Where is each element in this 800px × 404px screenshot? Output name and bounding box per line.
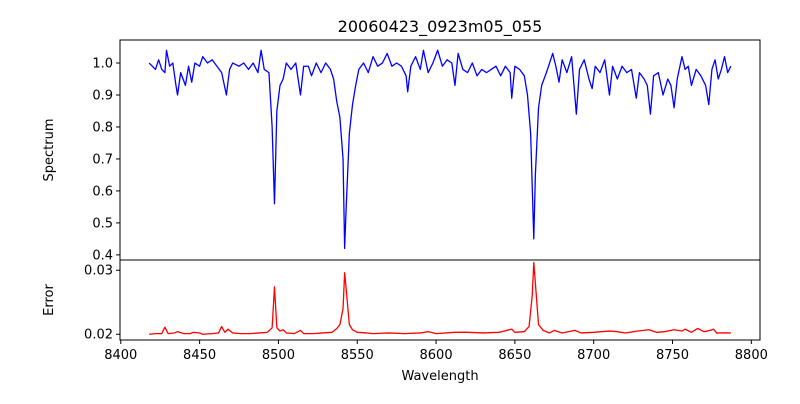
x-tick-label: 8750	[656, 348, 689, 363]
error-y-tick-label: 0.03	[84, 264, 113, 279]
spectrum-y-tick-label: 0.4	[92, 248, 113, 263]
x-tick-label: 8700	[577, 348, 610, 363]
error-y-label: Error	[42, 284, 57, 316]
spectrum-y-tick-label: 0.7	[92, 152, 113, 167]
spectrum-y-label: Spectrum	[42, 119, 57, 182]
error-y-tick-label: 0.02	[84, 328, 113, 343]
x-tick-label: 8450	[183, 348, 216, 363]
x-tick-label: 8500	[262, 348, 295, 363]
spectrum-y-tick-label: 0.8	[92, 120, 113, 135]
chart-title: 20060423_0923m05_055	[338, 17, 543, 37]
x-axis-label: Wavelength	[401, 369, 478, 384]
error-axes-frame	[119, 259, 761, 341]
spectrum-y-tick-label: 0.9	[92, 89, 113, 104]
x-tick-label: 8400	[104, 348, 137, 363]
spectrum-y-tick-label: 1.0	[92, 57, 113, 72]
x-tick-label: 8550	[341, 348, 374, 363]
x-tick-label: 8650	[498, 348, 531, 363]
spectrum-axes-frame	[119, 39, 761, 261]
x-tick-label: 8800	[735, 348, 768, 363]
spectrum-series-line	[148, 49, 732, 250]
spectrum-y-tick-label: 0.5	[92, 216, 113, 231]
x-tick-label: 8600	[420, 348, 453, 363]
spectrum-y-tick-label: 0.6	[92, 184, 113, 199]
error-series-line	[149, 261, 731, 335]
